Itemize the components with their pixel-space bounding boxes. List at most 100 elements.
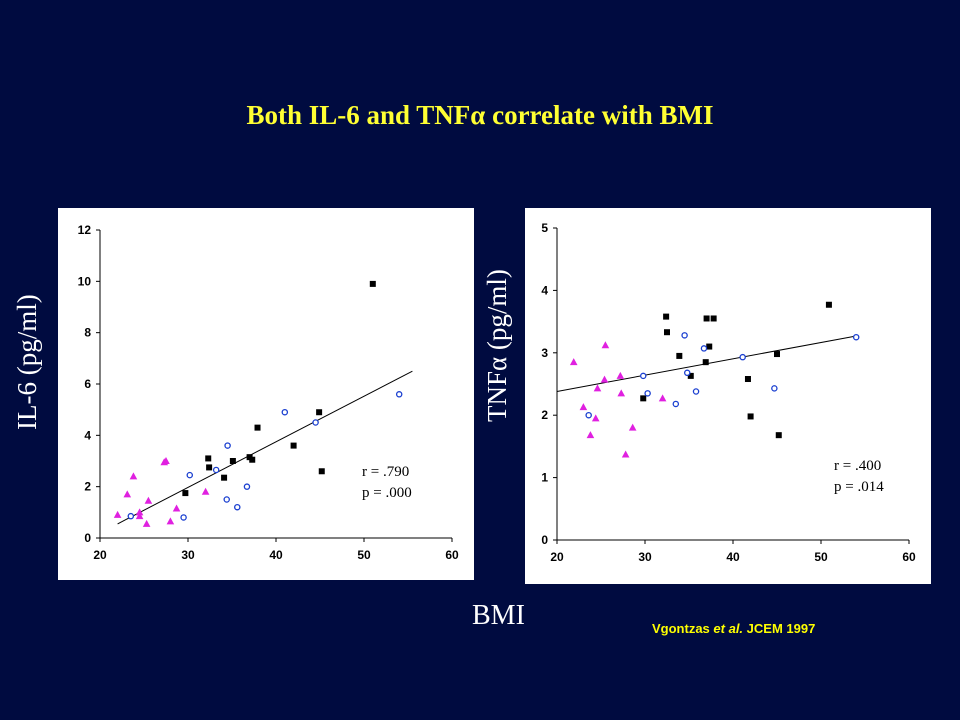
y-tick-label: 2 xyxy=(84,480,91,494)
y-tick-label: 10 xyxy=(78,274,92,288)
data-point-circle xyxy=(739,353,746,361)
x-tick-label: 40 xyxy=(726,550,740,564)
data-point-square xyxy=(775,432,782,439)
citation-etal: et al. xyxy=(713,621,744,636)
data-point-square xyxy=(290,442,297,449)
data-point-circle xyxy=(234,503,241,511)
data-point-triangle xyxy=(113,510,122,518)
x-tick-label: 20 xyxy=(93,548,107,562)
data-point-circle xyxy=(692,388,700,395)
data-point-square xyxy=(205,455,212,462)
y-tick-label: 6 xyxy=(84,377,91,391)
data-point-triangle xyxy=(142,519,151,527)
data-point-circle xyxy=(224,442,231,449)
y-tick-label: 3 xyxy=(541,346,548,360)
data-point-circle xyxy=(180,514,187,521)
data-point-circle xyxy=(243,483,251,490)
data-point-square xyxy=(687,372,694,379)
data-point-triangle xyxy=(135,512,144,520)
data-point-square xyxy=(706,343,713,350)
data-point-circle xyxy=(212,466,220,474)
data-point-triangle xyxy=(600,375,609,383)
data-point-square xyxy=(747,413,754,420)
y-tick-label: 5 xyxy=(541,221,548,235)
data-point-square xyxy=(664,329,670,336)
y-tick-label: 1 xyxy=(541,471,548,485)
y-tick-label: 2 xyxy=(541,408,548,422)
data-point-triangle xyxy=(144,496,153,504)
x-tick-label: 30 xyxy=(638,550,652,564)
data-point-circle xyxy=(127,512,135,520)
data-point-triangle xyxy=(123,490,132,498)
data-point-triangle xyxy=(569,358,578,366)
data-point-circle xyxy=(395,391,403,398)
y-tick-label: 0 xyxy=(84,531,91,545)
data-point-triangle xyxy=(162,457,170,464)
x-tick-label: 20 xyxy=(550,550,564,564)
x-tick-label: 40 xyxy=(269,548,283,562)
y-tick-label: 12 xyxy=(78,223,92,237)
data-point-circle xyxy=(700,345,708,352)
data-point-square xyxy=(316,409,323,416)
tnf-chart-panel: 20 30 40 50 60 0 1 2 3 4 5 r = .400 p = .014 xyxy=(525,208,931,584)
data-point-square xyxy=(703,315,710,322)
data-point-square xyxy=(221,474,228,481)
data-point-circle xyxy=(281,408,289,416)
data-point-square xyxy=(182,490,189,497)
data-point-square xyxy=(663,313,670,320)
data-point-triangle xyxy=(166,517,175,525)
data-point-square xyxy=(702,359,709,366)
data-point-square xyxy=(249,456,256,463)
data-point-circle xyxy=(644,390,651,397)
data-point-circle xyxy=(186,471,194,479)
data-point-triangle xyxy=(129,472,138,480)
data-point-square xyxy=(774,351,780,358)
x-tick-label: 60 xyxy=(445,548,459,562)
y-tick-label: 0 xyxy=(541,533,548,547)
r-value-annotation: r = .400 xyxy=(834,458,881,474)
data-point-circle xyxy=(312,419,319,426)
data-point-triangle xyxy=(591,414,600,422)
il6-chart-panel: 20 30 40 50 60 0 2 4 6 8 10 12 r = .790 p = .000 xyxy=(58,208,474,580)
tnf-axis-label: TNFα (pg/ml) xyxy=(482,269,512,422)
citation-author: Vgontzas xyxy=(652,621,710,636)
r-value-annotation: r = .790 xyxy=(362,464,409,480)
regression-line xyxy=(117,370,413,525)
data-point-square xyxy=(676,352,683,359)
data-point-square xyxy=(229,458,236,464)
data-point-triangle xyxy=(601,341,610,349)
data-point-circle xyxy=(223,496,230,503)
bmi-axis-label: BMI xyxy=(472,600,525,631)
x-tick-label: 30 xyxy=(181,548,195,562)
citation-journal: JCEM 1997 xyxy=(746,621,816,636)
data-point-triangle xyxy=(616,371,625,379)
data-point-circle xyxy=(681,332,688,339)
y-tick-label: 4 xyxy=(541,283,548,297)
data-point-square xyxy=(206,464,213,471)
data-point-triangle xyxy=(201,487,210,495)
data-point-triangle xyxy=(617,389,626,397)
data-point-square xyxy=(369,280,376,287)
data-point-square xyxy=(318,468,325,475)
citation: Vgontzas et al. JCEM 1997 xyxy=(652,621,815,636)
p-value-annotation: p = .000 xyxy=(362,485,412,501)
data-point-circle xyxy=(585,411,592,419)
data-point-triangle xyxy=(135,508,144,516)
data-point-circle xyxy=(639,372,647,380)
data-point-triangle xyxy=(579,403,588,411)
data-point-square xyxy=(825,301,832,308)
data-point-triangle xyxy=(628,423,637,431)
slide-title: Both IL-6 and TNFα correlate with BMI xyxy=(246,100,714,130)
data-point-circle xyxy=(852,333,860,341)
x-tick-label: 50 xyxy=(357,548,371,562)
data-point-square xyxy=(710,315,717,322)
il6-axis-label: IL-6 (pg/ml) xyxy=(12,294,42,430)
data-point-triangle xyxy=(593,384,602,392)
p-value-annotation: p = .014 xyxy=(834,479,884,495)
tnf-scatter-plot: 20 30 40 50 60 0 1 2 3 4 5 r = .400 p = .014 xyxy=(541,221,916,564)
x-tick-label: 50 xyxy=(814,550,828,564)
y-tick-label: 4 xyxy=(84,428,91,442)
data-point-circle xyxy=(683,369,691,377)
data-point-triangle xyxy=(586,431,595,439)
data-point-circle xyxy=(672,400,680,408)
